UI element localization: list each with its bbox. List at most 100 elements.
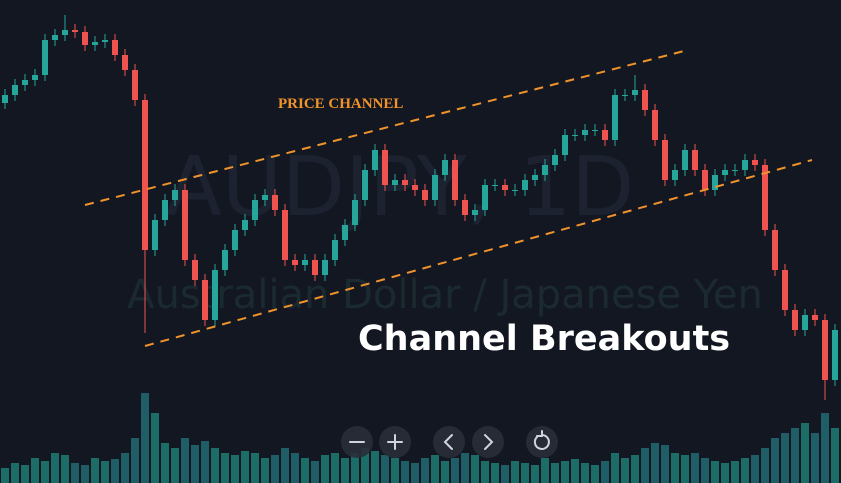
candle-body: [422, 190, 428, 200]
candle-body: [332, 240, 338, 260]
volume-bar: [341, 458, 349, 483]
candle-body: [172, 190, 178, 200]
volume-bar: [101, 461, 109, 483]
volume-bar: [81, 465, 89, 483]
volume-bar: [621, 458, 629, 483]
volume-bar: [51, 453, 59, 483]
candle-body: [42, 40, 48, 75]
candle-body: [242, 220, 248, 230]
volume-bar: [601, 461, 609, 483]
volume-bar: [811, 433, 819, 483]
candle-body: [272, 195, 278, 210]
volume-bar: [651, 443, 659, 483]
candle-body: [452, 160, 458, 200]
candle-body: [62, 30, 68, 35]
candle-body: [362, 170, 368, 200]
volume-bar: [711, 461, 719, 483]
candle-body: [342, 225, 348, 240]
candle-body: [282, 210, 288, 260]
volume-bar: [201, 441, 209, 483]
candle-body: [182, 190, 188, 260]
volume-bar: [61, 455, 69, 483]
scroll-left-button[interactable]: [433, 426, 465, 458]
candle-body: [762, 165, 768, 230]
volume-bar: [291, 453, 299, 483]
candle-body: [442, 160, 448, 175]
volume-bar: [361, 448, 369, 483]
volume-bar: [791, 428, 799, 483]
candle-body: [572, 135, 578, 136]
zoom-out-button[interactable]: [341, 426, 373, 458]
chart-title: Channel Breakouts: [358, 319, 730, 359]
candle-body: [672, 170, 678, 180]
scroll-right-button[interactable]: [472, 426, 504, 458]
candle-body: [632, 90, 638, 95]
candle-body: [52, 35, 58, 40]
volume-bar: [681, 455, 689, 483]
candle-body: [82, 32, 88, 45]
candle-body: [482, 185, 488, 210]
volume-bar: [611, 453, 619, 483]
zoom-in-button[interactable]: [379, 426, 411, 458]
volume-bar: [641, 448, 649, 483]
volume-bar: [481, 461, 489, 483]
candle-body: [322, 260, 328, 275]
candle-body: [822, 320, 828, 380]
volume-bar: [631, 455, 639, 483]
candle-body: [782, 270, 788, 310]
volume-bar: [161, 443, 169, 483]
candle-body: [522, 180, 528, 190]
candle-body: [312, 260, 318, 275]
volume-bar: [331, 453, 339, 483]
candle-body: [462, 200, 468, 215]
candle-body: [512, 190, 518, 191]
candle-body: [132, 70, 138, 100]
volume-bar: [211, 448, 219, 483]
volume-bar: [771, 438, 779, 483]
candle-body: [472, 210, 478, 215]
candle-body: [162, 200, 168, 220]
volume-bar: [751, 455, 759, 483]
volume-bar: [251, 453, 259, 483]
volume-bar: [511, 461, 519, 483]
volume-bar: [271, 455, 279, 483]
candle-body: [32, 75, 38, 80]
channel-lower: [144, 159, 813, 347]
candle-body: [642, 90, 648, 110]
candle-body: [532, 175, 538, 180]
candle-body: [232, 230, 238, 250]
volume-bar: [431, 455, 439, 483]
volume-bar: [261, 458, 269, 483]
candle-body: [112, 40, 118, 55]
candle-body: [122, 55, 128, 70]
watermark-subtitle: Australian Dollar / Japanese Yen: [127, 272, 763, 318]
candle-body: [602, 130, 608, 140]
candle-body: [252, 200, 258, 220]
candle-body: [582, 130, 588, 135]
candle-body: [742, 160, 748, 170]
volume-layer: [1, 393, 839, 483]
annotation: PRICE CHANNEL: [278, 96, 403, 112]
candle-body: [792, 310, 798, 330]
candle-body: [652, 110, 658, 140]
volume-bar: [701, 458, 709, 483]
candle-body: [772, 230, 778, 270]
volume-bar: [411, 463, 419, 483]
volume-bar: [501, 465, 509, 483]
candle-body: [412, 185, 418, 190]
volume-bar: [721, 463, 729, 483]
candle-body: [722, 170, 728, 175]
volume-bar: [171, 448, 179, 483]
volume-bar: [451, 458, 459, 483]
volume-bar: [191, 445, 199, 483]
candle-body: [402, 180, 408, 185]
candle-body: [302, 260, 308, 265]
reset-button[interactable]: [526, 426, 558, 458]
volume-bar: [491, 463, 499, 483]
candle-body: [542, 165, 548, 175]
candle-body: [682, 150, 688, 170]
volume-bar: [471, 455, 479, 483]
volume-bar: [241, 451, 249, 483]
candle-body: [152, 220, 158, 250]
